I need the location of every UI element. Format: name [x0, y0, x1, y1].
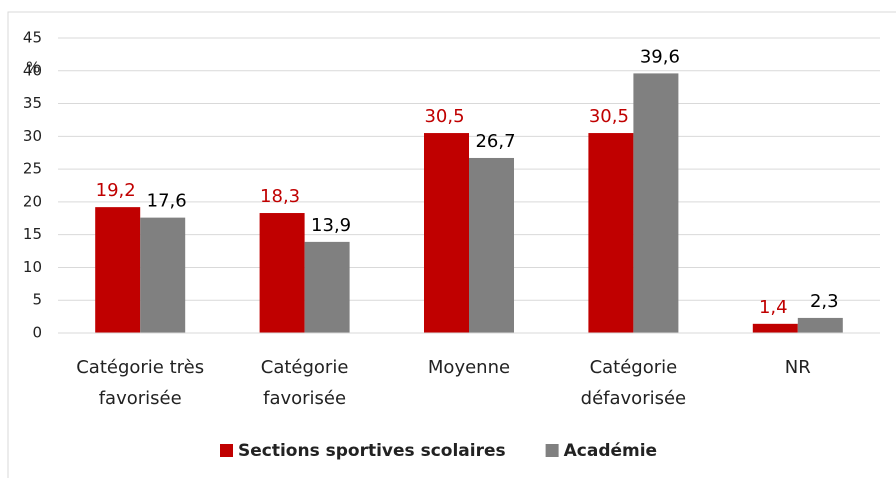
- data-label: 1,4: [759, 297, 788, 318]
- x-tick-label: Catégorie très favorisée: [76, 357, 205, 409]
- data-label: 39,6: [640, 46, 680, 67]
- bar: [797, 317, 843, 333]
- data-label: 26,7: [475, 131, 515, 152]
- bar: [259, 213, 305, 333]
- data-label: 2,3: [810, 291, 839, 312]
- bar: [752, 323, 798, 333]
- y-tick-label: 45: [23, 29, 42, 47]
- y-tick-label: 30: [23, 127, 42, 145]
- y-tick-label: 0: [32, 324, 42, 342]
- y-tick-label: 5: [32, 291, 42, 309]
- legend-swatch: [220, 444, 233, 457]
- data-label: 13,9: [311, 215, 351, 236]
- bar: [469, 157, 514, 333]
- data-label: 30,5: [589, 106, 629, 127]
- bar: [95, 207, 141, 333]
- bar: [304, 241, 350, 333]
- bar: [588, 133, 634, 333]
- y-tick-label: 20: [23, 192, 42, 210]
- bar: [424, 133, 469, 333]
- bar: [633, 73, 679, 334]
- data-label: 19,2: [96, 180, 136, 201]
- chart-border: [7, 11, 896, 478]
- data-label: 17,6: [147, 191, 187, 212]
- legend-swatch: [545, 444, 559, 457]
- data-label: 30,5: [424, 106, 464, 127]
- y-tick-label: 25: [23, 160, 42, 178]
- x-tick-label: Catégorie défavorisée: [580, 357, 687, 409]
- y-tick-label: 35: [23, 94, 42, 112]
- y-tick-label: 10: [23, 258, 42, 276]
- data-label: 18,3: [260, 186, 300, 207]
- legend-label: Académie: [564, 441, 657, 461]
- legend-label: Sections sportives scolaires: [238, 441, 506, 461]
- y-tick-label: 15: [23, 225, 42, 243]
- x-tick-label: Moyenne: [427, 357, 511, 378]
- x-tick-label: NR: [784, 357, 811, 378]
- bar: [140, 217, 186, 333]
- y-axis-label: %: [26, 59, 40, 77]
- y-tick-label: 40: [23, 61, 42, 79]
- x-tick-label: Catégorie favorisée: [260, 357, 349, 409]
